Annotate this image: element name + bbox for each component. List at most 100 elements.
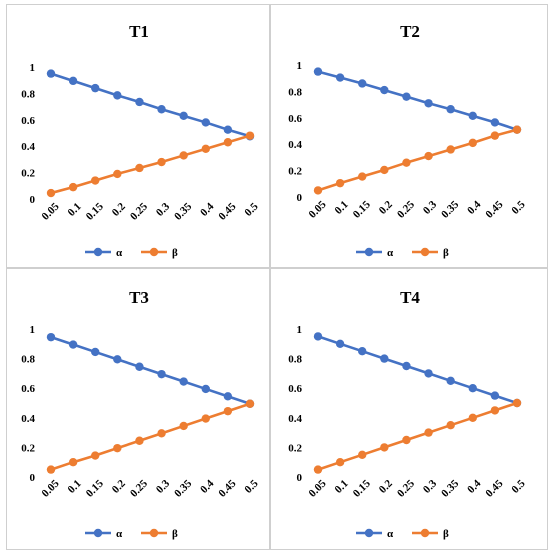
chart-title-t2: T2 — [400, 22, 420, 41]
data-point-beta — [135, 163, 144, 173]
data-point-beta — [313, 465, 323, 474]
series-line-beta — [317, 128, 518, 192]
data-point-beta — [201, 144, 210, 154]
x-tick-label: 0.45 — [216, 477, 238, 499]
y-tick-label: 1 — [30, 324, 36, 336]
data-point-alpha — [135, 362, 144, 371]
data-point-beta — [135, 436, 144, 445]
data-point-beta — [157, 157, 166, 167]
chart-title-t3: T3 — [129, 288, 149, 307]
data-point-alpha — [91, 83, 100, 93]
data-point-beta — [358, 450, 367, 459]
x-tick-label: 0.5 — [509, 477, 528, 496]
legend-marker-alpha — [364, 247, 374, 257]
data-point-beta — [490, 131, 500, 140]
data-point-beta — [113, 443, 122, 453]
chart-title-t4: T4 — [400, 288, 420, 307]
series-line-beta — [50, 134, 251, 195]
legend-label-beta: β — [443, 247, 449, 259]
y-tick-label: 0 — [297, 472, 303, 484]
y-tick-label: 0.8 — [21, 354, 35, 366]
data-point-beta — [512, 398, 522, 408]
x-tick-label: 0.35 — [439, 198, 461, 220]
y-tick-label: 0.2 — [21, 442, 35, 454]
y-tick-label: 0.2 — [288, 442, 302, 454]
data-point-alpha — [446, 105, 455, 114]
x-tick-label: 0.4 — [465, 477, 484, 496]
x-tick-label: 0.25 — [128, 477, 150, 499]
data-point-beta — [179, 421, 188, 431]
x-tick-label: 0.25 — [395, 198, 417, 220]
data-point-alpha — [46, 69, 56, 78]
series-line-beta — [50, 402, 251, 471]
data-point-alpha — [179, 111, 188, 121]
data-point-beta — [446, 145, 455, 154]
data-point-alpha — [113, 91, 122, 100]
x-tick-label: 0.15 — [84, 477, 106, 499]
data-point-alpha — [380, 354, 389, 363]
x-tick-label: 0.2 — [110, 477, 129, 496]
y-tick-label: 0.8 — [21, 88, 35, 100]
x-tick-label: 0.25 — [128, 200, 150, 222]
data-point-beta — [46, 465, 56, 474]
x-tick-label: 0.05 — [307, 198, 329, 220]
x-tick-label: 0.1 — [333, 478, 351, 496]
x-tick-label: 0.35 — [172, 200, 194, 222]
data-point-alpha — [157, 105, 166, 114]
x-tick-label: 0.15 — [84, 200, 106, 222]
data-point-alpha — [402, 361, 411, 371]
legend-marker-beta — [420, 528, 430, 538]
data-point-beta — [380, 165, 389, 175]
x-tick-label: 0.45 — [483, 198, 505, 220]
y-tick-label: 0 — [30, 472, 36, 484]
data-point-beta — [402, 435, 411, 445]
x-tick-label: 0.35 — [439, 477, 461, 499]
data-point-alpha — [201, 384, 210, 394]
y-tick-label: 1 — [297, 60, 303, 72]
legend-label-beta: β — [172, 528, 178, 540]
x-tick-label: 0.5 — [509, 198, 528, 217]
data-point-beta — [91, 176, 100, 185]
data-point-alpha — [179, 377, 188, 386]
x-tick-label: 0.4 — [465, 198, 484, 217]
y-tick-label: 0 — [30, 194, 36, 206]
data-point-beta — [313, 186, 323, 195]
data-point-alpha — [223, 392, 233, 401]
legend-label-beta: β — [443, 528, 449, 540]
data-point-beta — [468, 413, 477, 422]
data-point-alpha — [201, 118, 210, 127]
data-point-beta — [245, 131, 255, 140]
data-point-alpha — [157, 369, 166, 379]
data-point-alpha — [335, 339, 345, 348]
y-tick-label: 0.8 — [288, 354, 302, 366]
data-point-alpha — [313, 332, 323, 341]
x-tick-label: 0.3 — [154, 200, 173, 219]
x-tick-label: 0.5 — [242, 200, 261, 219]
data-point-alpha — [468, 384, 477, 393]
legend-label-alpha: α — [387, 528, 394, 540]
data-point-beta — [201, 414, 210, 423]
chart-title-t1: T1 — [129, 22, 149, 41]
y-tick-label: 0 — [297, 192, 303, 204]
x-tick-label: 0.35 — [172, 477, 194, 499]
data-point-alpha — [68, 340, 78, 349]
y-tick-label: 1 — [30, 62, 36, 74]
x-tick-label: 0.4 — [198, 477, 217, 496]
legend-label-alpha: α — [116, 247, 123, 259]
y-tick-label: 0.4 — [288, 413, 302, 425]
data-point-alpha — [490, 118, 500, 127]
data-point-beta — [157, 429, 166, 438]
data-point-beta — [358, 172, 367, 181]
x-tick-label: 0.45 — [483, 477, 505, 499]
chart-panel-t4: T4 0 0.2 0.4 0.6 0.8 1 0.05 0.1 0.15 0.2 0.25 0.3 0.3… — [270, 268, 548, 550]
x-tick-label: 0.15 — [351, 198, 373, 220]
legend-label-alpha: α — [387, 247, 394, 259]
data-point-alpha — [358, 79, 367, 88]
legend-marker-alpha — [364, 528, 374, 538]
x-tick-label: 0.2 — [110, 200, 129, 219]
y-tick-label: 1 — [297, 324, 303, 336]
data-point-beta — [335, 458, 345, 467]
